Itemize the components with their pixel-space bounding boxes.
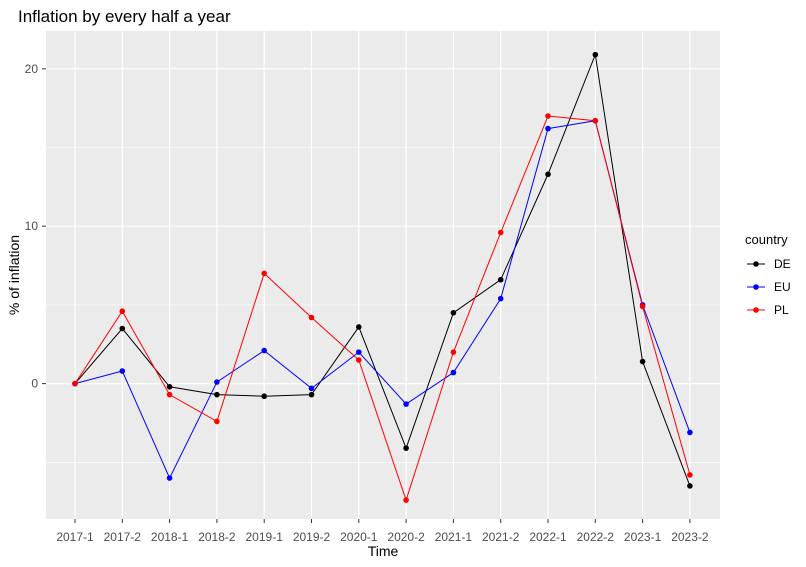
legend-item-eu: EU [747, 280, 791, 294]
data-point-de [639, 358, 646, 365]
x-tick-label: 2020-2 [387, 530, 425, 544]
data-point-eu [261, 347, 268, 354]
x-tick-label: 2022-2 [577, 530, 615, 544]
data-point-pl [497, 229, 504, 236]
x-axis-title: Time [368, 543, 399, 559]
plot-panel [46, 31, 720, 519]
data-point-eu [450, 369, 457, 376]
y-tick-label: 0 [31, 377, 38, 391]
data-point-de [308, 391, 315, 398]
y-axis-title: % of inflation [6, 235, 22, 315]
chart-title: Inflation by every half a year [18, 7, 231, 26]
data-point-pl [592, 117, 599, 124]
data-point-pl [166, 391, 173, 398]
x-tick-label: 2019-1 [246, 530, 284, 544]
data-point-pl [72, 380, 78, 387]
data-point-eu [403, 401, 409, 407]
x-tick-label: 2019-2 [293, 530, 331, 544]
data-point-de [403, 445, 409, 451]
x-tick-label: 2023-1 [624, 530, 662, 544]
data-point-de [166, 383, 173, 390]
data-point-eu [308, 385, 315, 392]
series-line-eu [74, 120, 691, 480]
legend-marker [753, 284, 759, 290]
series-layer [72, 51, 693, 503]
legend-label: EU [774, 280, 791, 294]
data-point-eu [356, 349, 362, 355]
data-point-eu [545, 125, 551, 132]
data-point-eu [497, 295, 504, 302]
data-point-pl [450, 349, 457, 355]
data-point-eu [214, 379, 220, 385]
x-tick-label: 2018-2 [198, 530, 236, 544]
data-point-pl [403, 497, 409, 503]
data-point-pl [639, 303, 646, 310]
series-line-de [74, 52, 691, 487]
data-point-de [592, 51, 599, 58]
data-point-pl [356, 357, 362, 363]
data-point-de [214, 391, 220, 398]
data-point-pl [308, 314, 315, 321]
data-point-eu [687, 429, 693, 436]
legend-items: DE EU PL [747, 257, 791, 317]
series-pl [72, 113, 693, 503]
y-tick-label: 10 [25, 219, 39, 233]
data-point-pl [687, 472, 693, 478]
legend-label: DE [774, 257, 791, 271]
axis-layer: 0 10 20 2017-1 2017-2 2018-1 2018-2 2019-1 2019-… [25, 62, 709, 544]
legend-marker [753, 261, 759, 267]
data-point-de [545, 171, 551, 178]
x-tick-label: 2017-1 [56, 530, 94, 544]
data-point-eu [119, 368, 126, 374]
y-tick-label: 20 [25, 62, 39, 76]
x-tick-label: 2018-1 [151, 530, 189, 544]
data-point-eu [166, 475, 173, 481]
x-tick-label: 2022-1 [529, 530, 567, 544]
x-tick-label: 2017-2 [104, 530, 142, 544]
x-tick-label: 2021-1 [435, 530, 473, 544]
data-point-de [119, 325, 126, 332]
legend-item-pl: PL [747, 303, 789, 317]
x-tick-label: 2021-2 [482, 530, 520, 544]
legend-item-de: DE [747, 257, 791, 271]
data-point-pl [214, 418, 220, 425]
legend-label: PL [774, 303, 789, 317]
data-point-pl [261, 270, 268, 277]
legend-marker [753, 307, 759, 313]
x-tick-label: 2020-1 [340, 530, 378, 544]
legend: country DE EU PL [745, 232, 791, 317]
data-point-de [450, 309, 457, 316]
data-point-pl [545, 113, 551, 119]
data-point-de [356, 324, 362, 330]
data-point-de [497, 276, 504, 283]
data-point-de [687, 483, 693, 489]
legend-title: country [745, 232, 788, 247]
x-tick-label: 2023-2 [671, 530, 709, 544]
data-point-de [261, 393, 268, 400]
data-point-pl [119, 308, 126, 315]
series-line-pl [74, 115, 691, 502]
